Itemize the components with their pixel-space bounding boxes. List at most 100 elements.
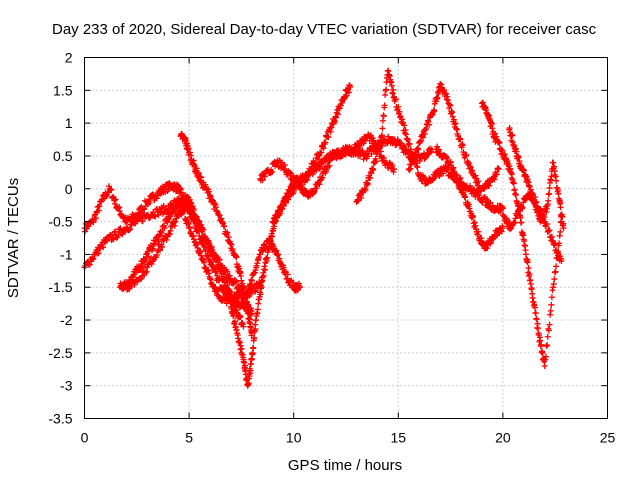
trail-marker xyxy=(379,125,386,132)
trail-marker xyxy=(373,158,380,165)
axis-ticks xyxy=(84,57,608,419)
trail-marker xyxy=(491,130,498,137)
trail-marker xyxy=(199,228,206,235)
trail-marker xyxy=(553,263,560,270)
trail-marker xyxy=(489,125,496,132)
trail-marker xyxy=(112,228,119,235)
trail-marker xyxy=(237,342,244,349)
trail-marker xyxy=(440,170,447,177)
trail-marker xyxy=(414,164,421,171)
trail-marker xyxy=(326,162,333,169)
x-axis-label: GPS time / hours xyxy=(288,457,402,474)
series-sat-e xyxy=(177,130,255,339)
trail-marker xyxy=(544,221,551,228)
trail-marker xyxy=(238,345,245,352)
trail-marker xyxy=(532,310,539,317)
data-point xyxy=(391,166,398,173)
x-tick-label: 10 xyxy=(286,430,302,446)
trail-marker xyxy=(532,194,539,201)
trail-marker xyxy=(557,228,564,235)
trail-marker xyxy=(510,180,517,187)
trail-marker xyxy=(431,108,438,115)
trail-marker xyxy=(496,140,503,147)
trail-marker xyxy=(163,236,170,243)
trail-marker xyxy=(236,339,243,346)
trail-marker xyxy=(529,190,536,197)
plot-frame xyxy=(84,57,608,419)
x-tick-label: 15 xyxy=(391,430,407,446)
trail-marker xyxy=(186,149,193,156)
trail-marker xyxy=(470,213,477,220)
trail-marker xyxy=(127,226,134,233)
trail-marker xyxy=(548,294,555,301)
trail-marker xyxy=(551,276,558,283)
trail-marker xyxy=(406,141,413,148)
trail-marker xyxy=(259,177,266,184)
trail-marker xyxy=(493,171,500,178)
y-tick-label: -1.5 xyxy=(48,279,72,295)
trail-marker xyxy=(224,229,231,236)
trail-marker xyxy=(550,281,557,288)
trail-marker xyxy=(205,188,212,195)
trail-marker xyxy=(156,247,163,254)
data-point xyxy=(370,166,377,173)
trail-marker xyxy=(274,212,281,219)
trail-marker xyxy=(143,268,150,275)
data-point xyxy=(499,225,506,232)
trail-marker xyxy=(224,268,231,275)
trail-marker xyxy=(486,182,493,189)
trail-marker xyxy=(528,285,535,292)
trail-marker xyxy=(284,271,291,278)
trail-marker xyxy=(516,158,523,165)
trail-marker xyxy=(397,113,404,120)
y-tick-label: 0.5 xyxy=(53,148,73,164)
trail-marker xyxy=(559,213,566,220)
x-tick-label: 5 xyxy=(185,430,193,446)
trail-marker xyxy=(193,165,200,172)
trail-marker xyxy=(537,337,544,344)
trail-marker xyxy=(250,344,257,351)
trail-marker xyxy=(358,195,365,202)
trail-marker xyxy=(420,134,427,141)
trail-marker xyxy=(208,243,215,250)
trail-marker xyxy=(262,266,269,273)
trail-marker xyxy=(214,287,221,294)
trail-marker xyxy=(153,252,160,259)
trail-marker xyxy=(95,250,102,257)
trail-marker xyxy=(364,181,371,188)
trail-marker xyxy=(415,146,422,153)
trail-marker xyxy=(139,218,146,225)
trail-marker xyxy=(478,235,485,242)
trail-marker xyxy=(518,219,525,226)
trail-marker xyxy=(233,254,240,261)
trail-marker xyxy=(316,181,323,188)
trail-marker xyxy=(498,228,505,235)
trail-marker xyxy=(242,301,249,308)
trail-marker xyxy=(260,272,267,279)
trail-marker xyxy=(355,197,362,204)
series-sat-k xyxy=(432,143,506,252)
trail-marker xyxy=(240,283,247,290)
trail-marker xyxy=(525,265,532,272)
trail-marker xyxy=(551,168,558,175)
trail-marker xyxy=(245,310,252,317)
data-point xyxy=(560,225,567,232)
trail-marker xyxy=(435,90,442,97)
trail-marker xyxy=(241,288,248,295)
data-point xyxy=(240,323,247,330)
trail-marker xyxy=(515,154,522,161)
trail-marker xyxy=(390,86,397,93)
data-point xyxy=(541,362,548,369)
trail-marker xyxy=(230,312,237,319)
data-point xyxy=(248,277,255,284)
trail-marker xyxy=(386,73,393,80)
trail-marker xyxy=(184,193,191,200)
trail-marker xyxy=(362,186,369,193)
trail-marker xyxy=(237,314,244,321)
trail-marker xyxy=(267,238,274,245)
trail-marker xyxy=(533,316,540,323)
trail-marker xyxy=(531,304,538,311)
trail-marker xyxy=(541,214,548,221)
trail-marker xyxy=(383,86,390,93)
data-point xyxy=(296,284,303,291)
